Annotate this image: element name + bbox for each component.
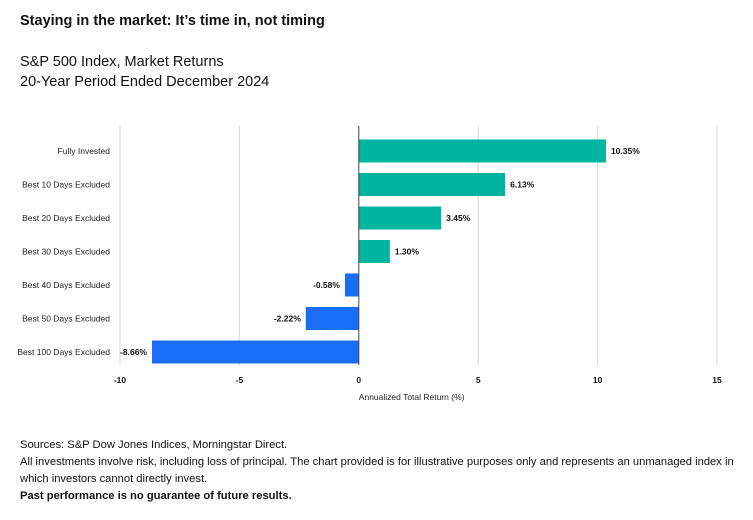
subtitle-line-1: S&P 500 Index, Market Returns [20, 54, 224, 70]
x-tick-label-0: -10 [114, 375, 127, 385]
bar-1 [358, 173, 506, 196]
x-tick-label-5: 15 [712, 375, 722, 385]
bar-2 [358, 206, 442, 230]
x-tick-label-1: -5 [236, 375, 244, 385]
x-tick-label-2: 0 [356, 375, 361, 385]
category-label-0: Fully Invested [58, 146, 111, 156]
bar-5 [305, 307, 359, 330]
value-label-1: 6.13% [510, 180, 535, 190]
category-label-6: Best 100 Days Excluded [17, 347, 110, 357]
bar-4 [344, 273, 359, 297]
category-label-3: Best 30 Days Excluded [22, 247, 110, 257]
sources-note: Sources: S&P Dow Jones Indices, Mornings… [20, 439, 288, 451]
category-label-1: Best 10 Days Excluded [22, 180, 110, 190]
bar-3 [358, 240, 390, 263]
chart-headline: Staying in the market: It’s time in, not… [20, 13, 325, 29]
value-label-2: 3.45% [446, 213, 471, 223]
category-label-5: Best 50 Days Excluded [22, 314, 110, 324]
subtitle-line-2: 20-Year Period Ended December 2024 [20, 74, 270, 90]
category-label-4: Best 40 Days Excluded [22, 280, 110, 290]
bar-6 [151, 340, 359, 364]
past-performance-note: Past performance is no guarantee of futu… [20, 490, 292, 502]
category-label-2: Best 20 Days Excluded [22, 213, 110, 223]
x-axis-title: Annualized Total Return (%) [359, 392, 465, 402]
value-label-4: -0.58% [313, 280, 340, 290]
chart-subtitle: S&P 500 Index, Market Returns 20-Year Pe… [20, 52, 269, 92]
value-label-3: 1.30% [395, 247, 420, 257]
value-label-5: -2.22% [274, 314, 301, 324]
bar-0 [358, 139, 606, 163]
value-label-6: -8.66% [120, 347, 147, 357]
value-label-0: 10.35% [611, 146, 640, 156]
footnotes: Sources: S&P Dow Jones Indices, Mornings… [20, 437, 740, 505]
disclaimer-note: All investments involve risk, including … [20, 456, 734, 485]
bar-chart: Fully Invested 10.35% Best 10 Days Exclude… [17, 126, 722, 402]
x-tick-label-3: 5 [476, 375, 481, 385]
x-tick-label-4: 10 [593, 375, 603, 385]
